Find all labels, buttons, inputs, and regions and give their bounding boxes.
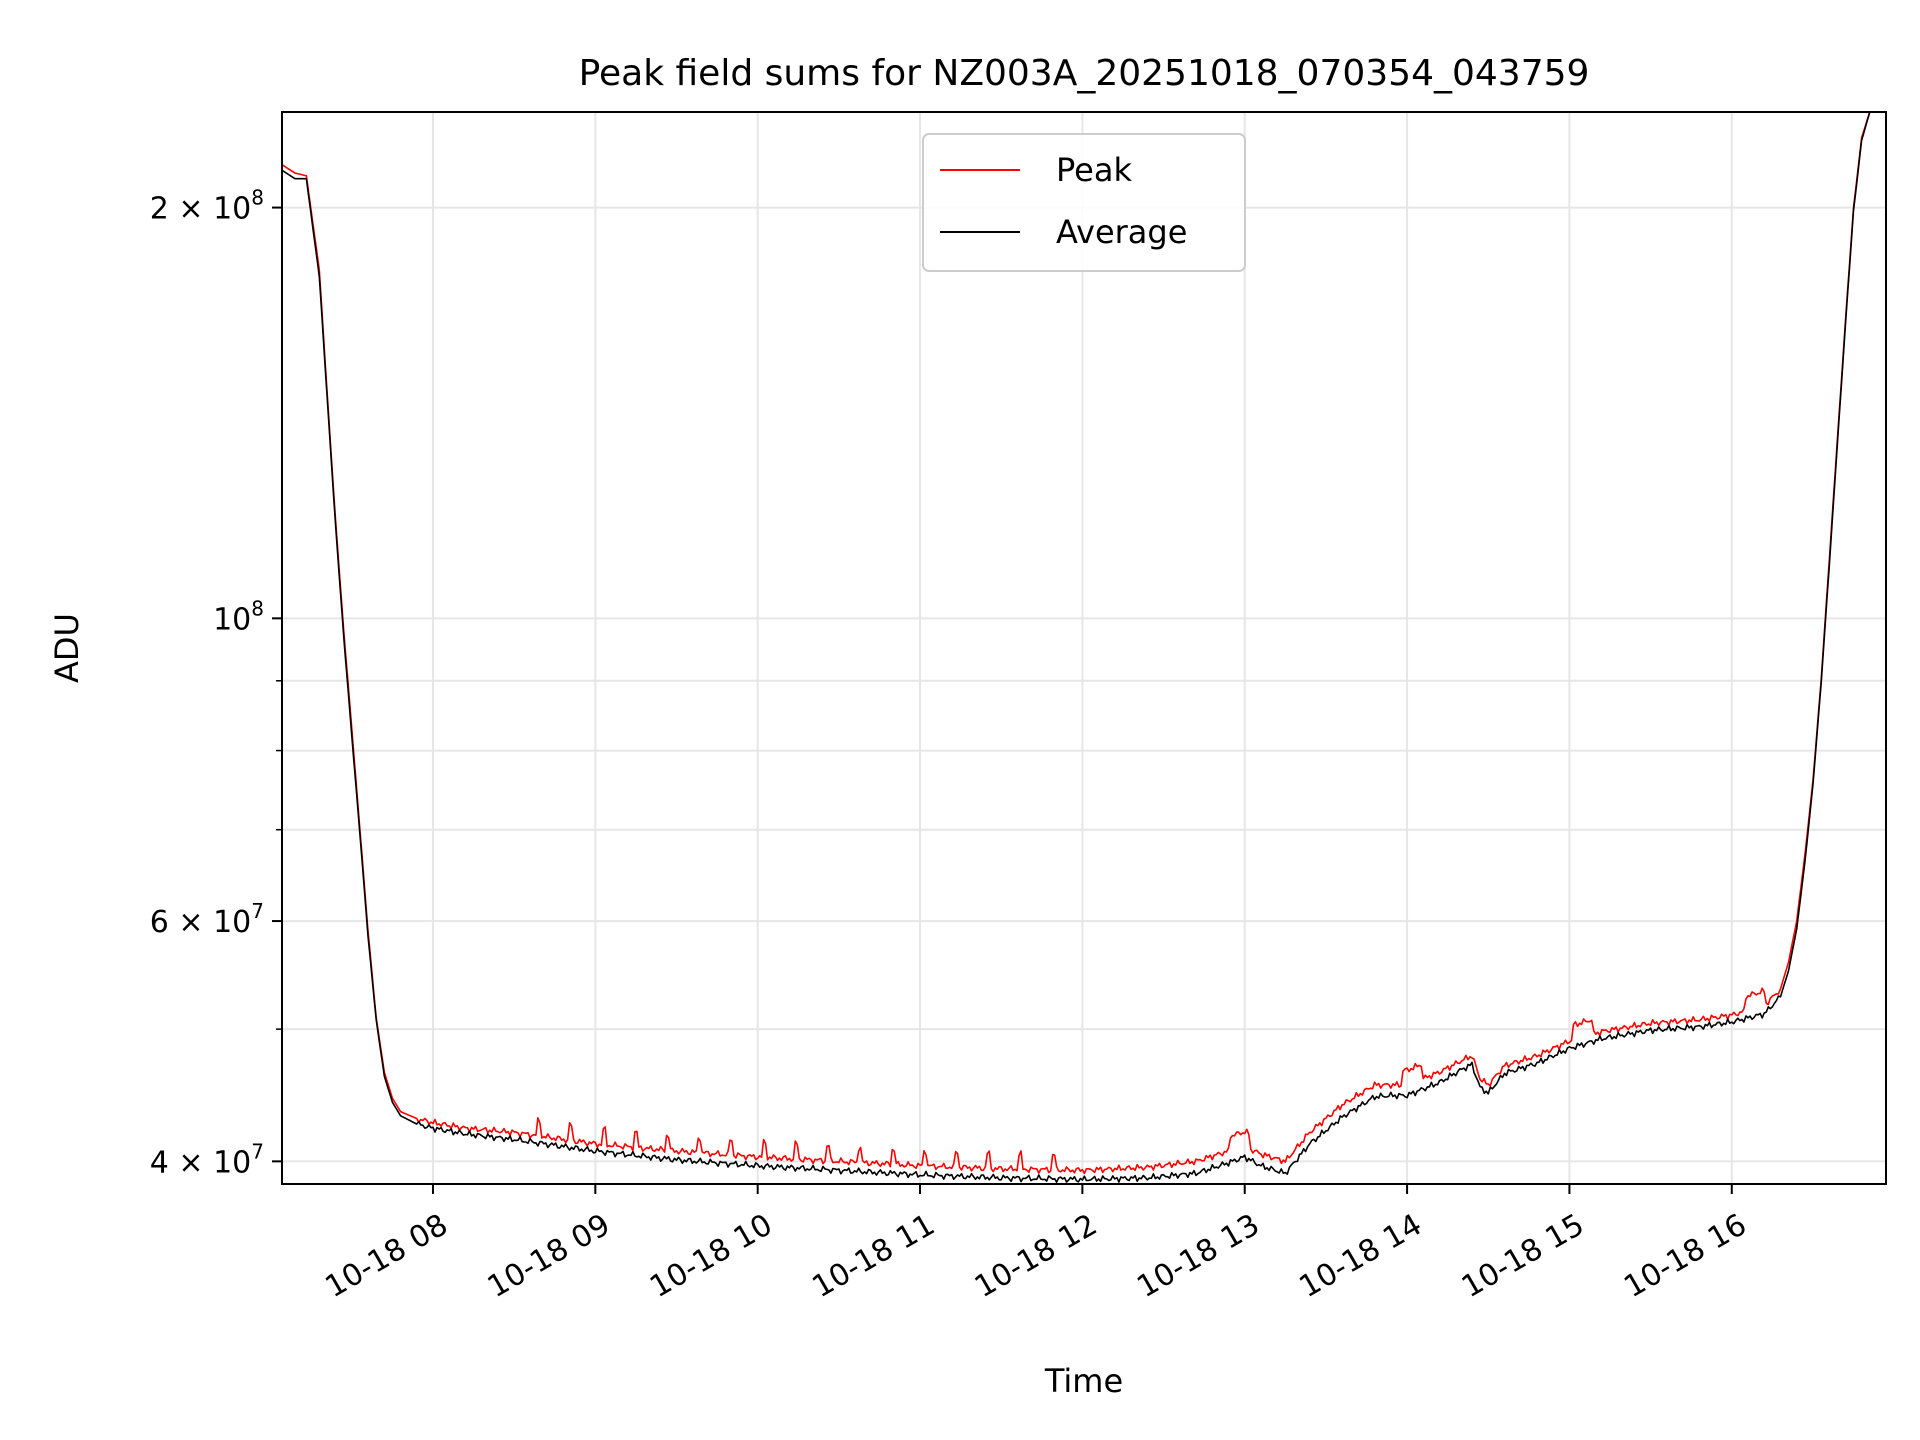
- x-axis-label: Time: [1044, 1362, 1123, 1400]
- series-line-average: [282, 112, 1886, 1183]
- y-tick-label: 6 × 107: [150, 899, 264, 940]
- legend: Peak Average: [922, 133, 1246, 272]
- y-axis-label: ADU: [48, 613, 86, 683]
- plot-frame: [281, 111, 1887, 1185]
- y-tick-label: 4 × 107: [150, 1139, 264, 1180]
- legend-label-average: Average: [1056, 213, 1187, 251]
- grid: [282, 112, 1886, 1184]
- chart-title: Peak field sums for NZ003A_20251018_0703…: [579, 53, 1590, 94]
- series-line-peak: [282, 112, 1886, 1175]
- y-tick-label: 2 × 108: [150, 186, 264, 227]
- series-layer: [282, 112, 1886, 1183]
- y-tick-label: 108: [213, 596, 264, 637]
- legend-label-peak: Peak: [1056, 151, 1132, 189]
- legend-box: [922, 133, 1246, 272]
